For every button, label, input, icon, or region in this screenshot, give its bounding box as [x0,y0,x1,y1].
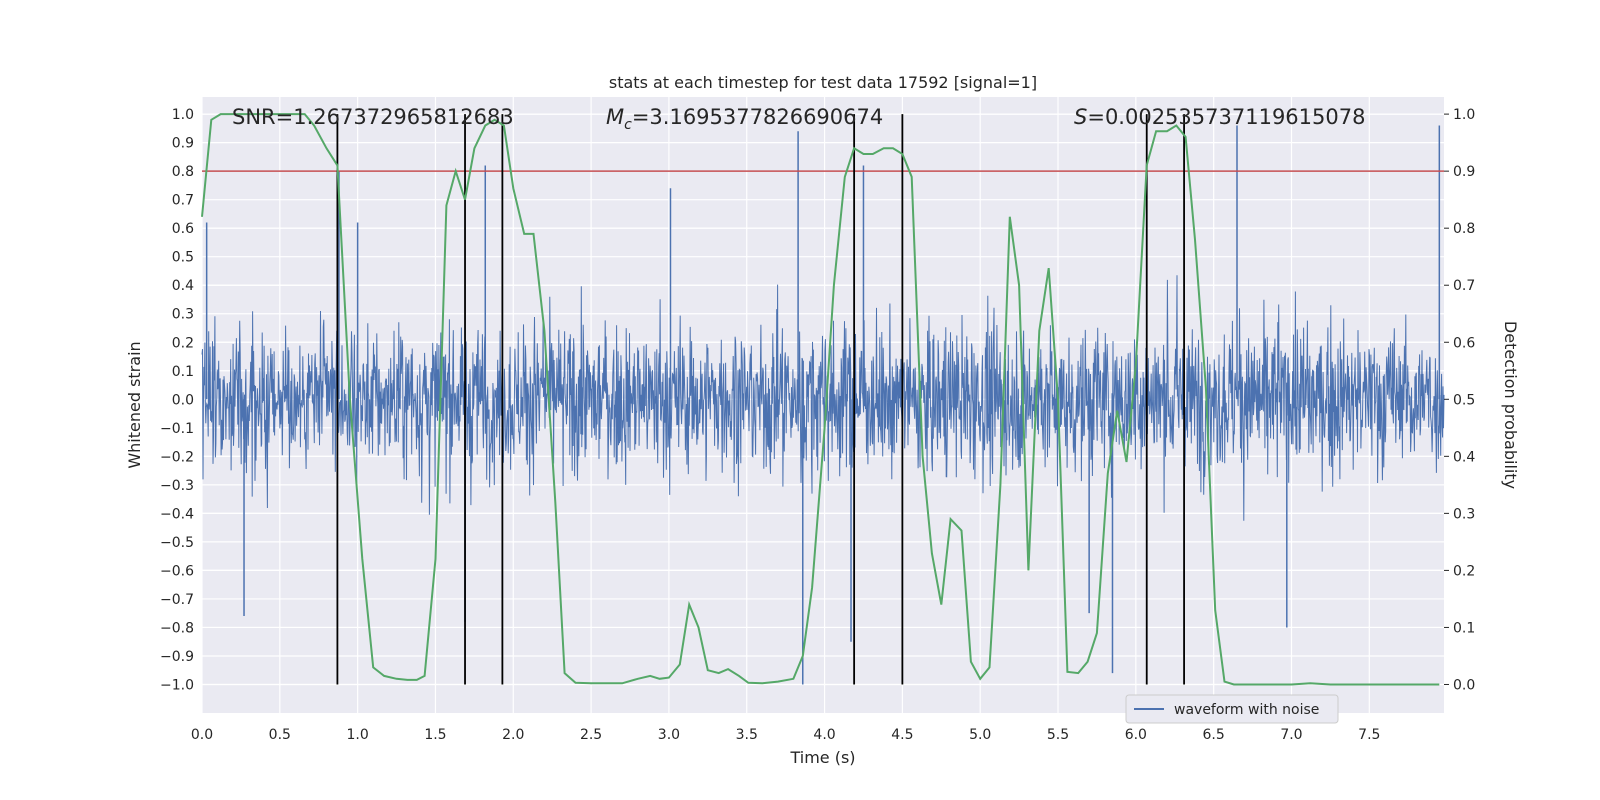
x-tick-label: 6.0 [1125,727,1147,743]
x-tick-label: 1.0 [347,727,369,743]
x-tick-label: 0.0 [191,727,213,743]
left-tick-label: 0.4 [172,278,194,294]
x-axis-ticks: 0.0 0.5 1.0 1.5 2.0 2.5 3.0 3.5 4.0 4.5 5.0 5.5 6.0 6… [191,727,1381,743]
right-tick-label: 0.2 [1453,563,1475,579]
right-tick-label: 0.9 [1453,164,1475,180]
x-tick-label: 3.0 [658,727,680,743]
right-tick-label: 0.3 [1453,506,1475,522]
vertical-markers [336,114,1185,685]
x-tick-label: 3.5 [736,727,758,743]
left-tick-label: −0.3 [160,478,194,494]
right-tick-label: 0.0 [1453,677,1475,693]
right-tick-label: 0.5 [1453,392,1475,408]
x-tick-label: 5.0 [969,727,991,743]
detection-probability-series [201,113,1440,686]
s-symbol: S [1074,105,1087,129]
legend-box [1125,694,1339,724]
left-tick-label: −0.7 [160,592,194,608]
left-tick-label: −1.0 [160,677,194,693]
x-tick-label: 1.5 [424,727,446,743]
left-tick-label: 0.2 [172,335,194,351]
x-tick-label: 2.5 [580,727,602,743]
x-tick-label: 5.5 [1047,727,1069,743]
left-axis-ticks: 1.0 0.9 0.8 0.7 0.6 0.5 0.4 0.3 0.2 0.1 0.0 −0.1 −0.… [160,107,194,693]
x-tick-label: 4.0 [813,727,835,743]
x-tick-label: 6.5 [1203,727,1225,743]
left-tick-label: −0.4 [160,506,194,522]
snr-annotation: SNR=1.267372965812683 [232,105,514,129]
right-tick-label: 0.8 [1453,221,1475,237]
right-tick-label: 0.7 [1453,278,1475,294]
left-tick-label: 0.0 [172,392,194,408]
s-annotation: S=0.002535737119615078 [1074,105,1365,129]
left-tick-label: 0.1 [172,364,194,380]
x-tick-label: 7.0 [1280,727,1302,743]
chirp-mass-value: =3.1695377826690674 [632,105,883,129]
x-axis-label: Time (s) [789,748,855,767]
left-tick-label: −0.9 [160,649,194,665]
left-tick-label: 0.5 [172,250,194,266]
left-tick-label: −0.5 [160,535,194,551]
x-tick-label: 0.5 [269,727,291,743]
x-tick-label: 7.5 [1358,727,1380,743]
left-tick-label: 0.7 [172,193,194,209]
chirp-mass-annotation: Mc=3.1695377826690674 [606,105,883,133]
left-tick-label: −0.1 [160,421,194,437]
legend-label-waveform: waveform with noise [1174,702,1319,718]
right-tick-label: 1.0 [1453,107,1475,123]
right-axis-label: Detection probability [1501,321,1520,489]
legend: waveform with noise [1125,694,1339,724]
x-tick-label: 2.0 [502,727,524,743]
right-tick-label: 0.1 [1453,620,1475,636]
left-tick-label: 0.6 [172,221,194,237]
left-axis-label: Whitened strain [125,341,144,468]
left-tick-label: −0.2 [160,449,194,465]
left-tick-label: 0.3 [172,307,194,323]
left-tick-label: 1.0 [172,107,194,123]
left-tick-label: −0.6 [160,563,194,579]
x-tick-label: 4.5 [891,727,913,743]
right-tick-label: 0.4 [1453,449,1475,465]
right-axis-ticks: 1.0 0.9 0.8 0.7 0.6 0.5 0.4 0.3 0.2 0.1 0.0 [1444,107,1475,693]
right-tick-label: 0.6 [1453,335,1475,351]
chirp-mass-symbol: M [606,105,624,129]
waveform-series [201,125,1445,685]
probability-line [201,113,1440,686]
chirp-mass-subscript: c [624,117,632,133]
left-tick-label: 0.9 [172,136,194,152]
chart-title: stats at each timestep for test data 175… [609,73,1037,92]
left-tick-label: 0.8 [172,164,194,180]
s-value: =0.002535737119615078 [1087,105,1365,129]
left-tick-label: −0.8 [160,620,194,636]
